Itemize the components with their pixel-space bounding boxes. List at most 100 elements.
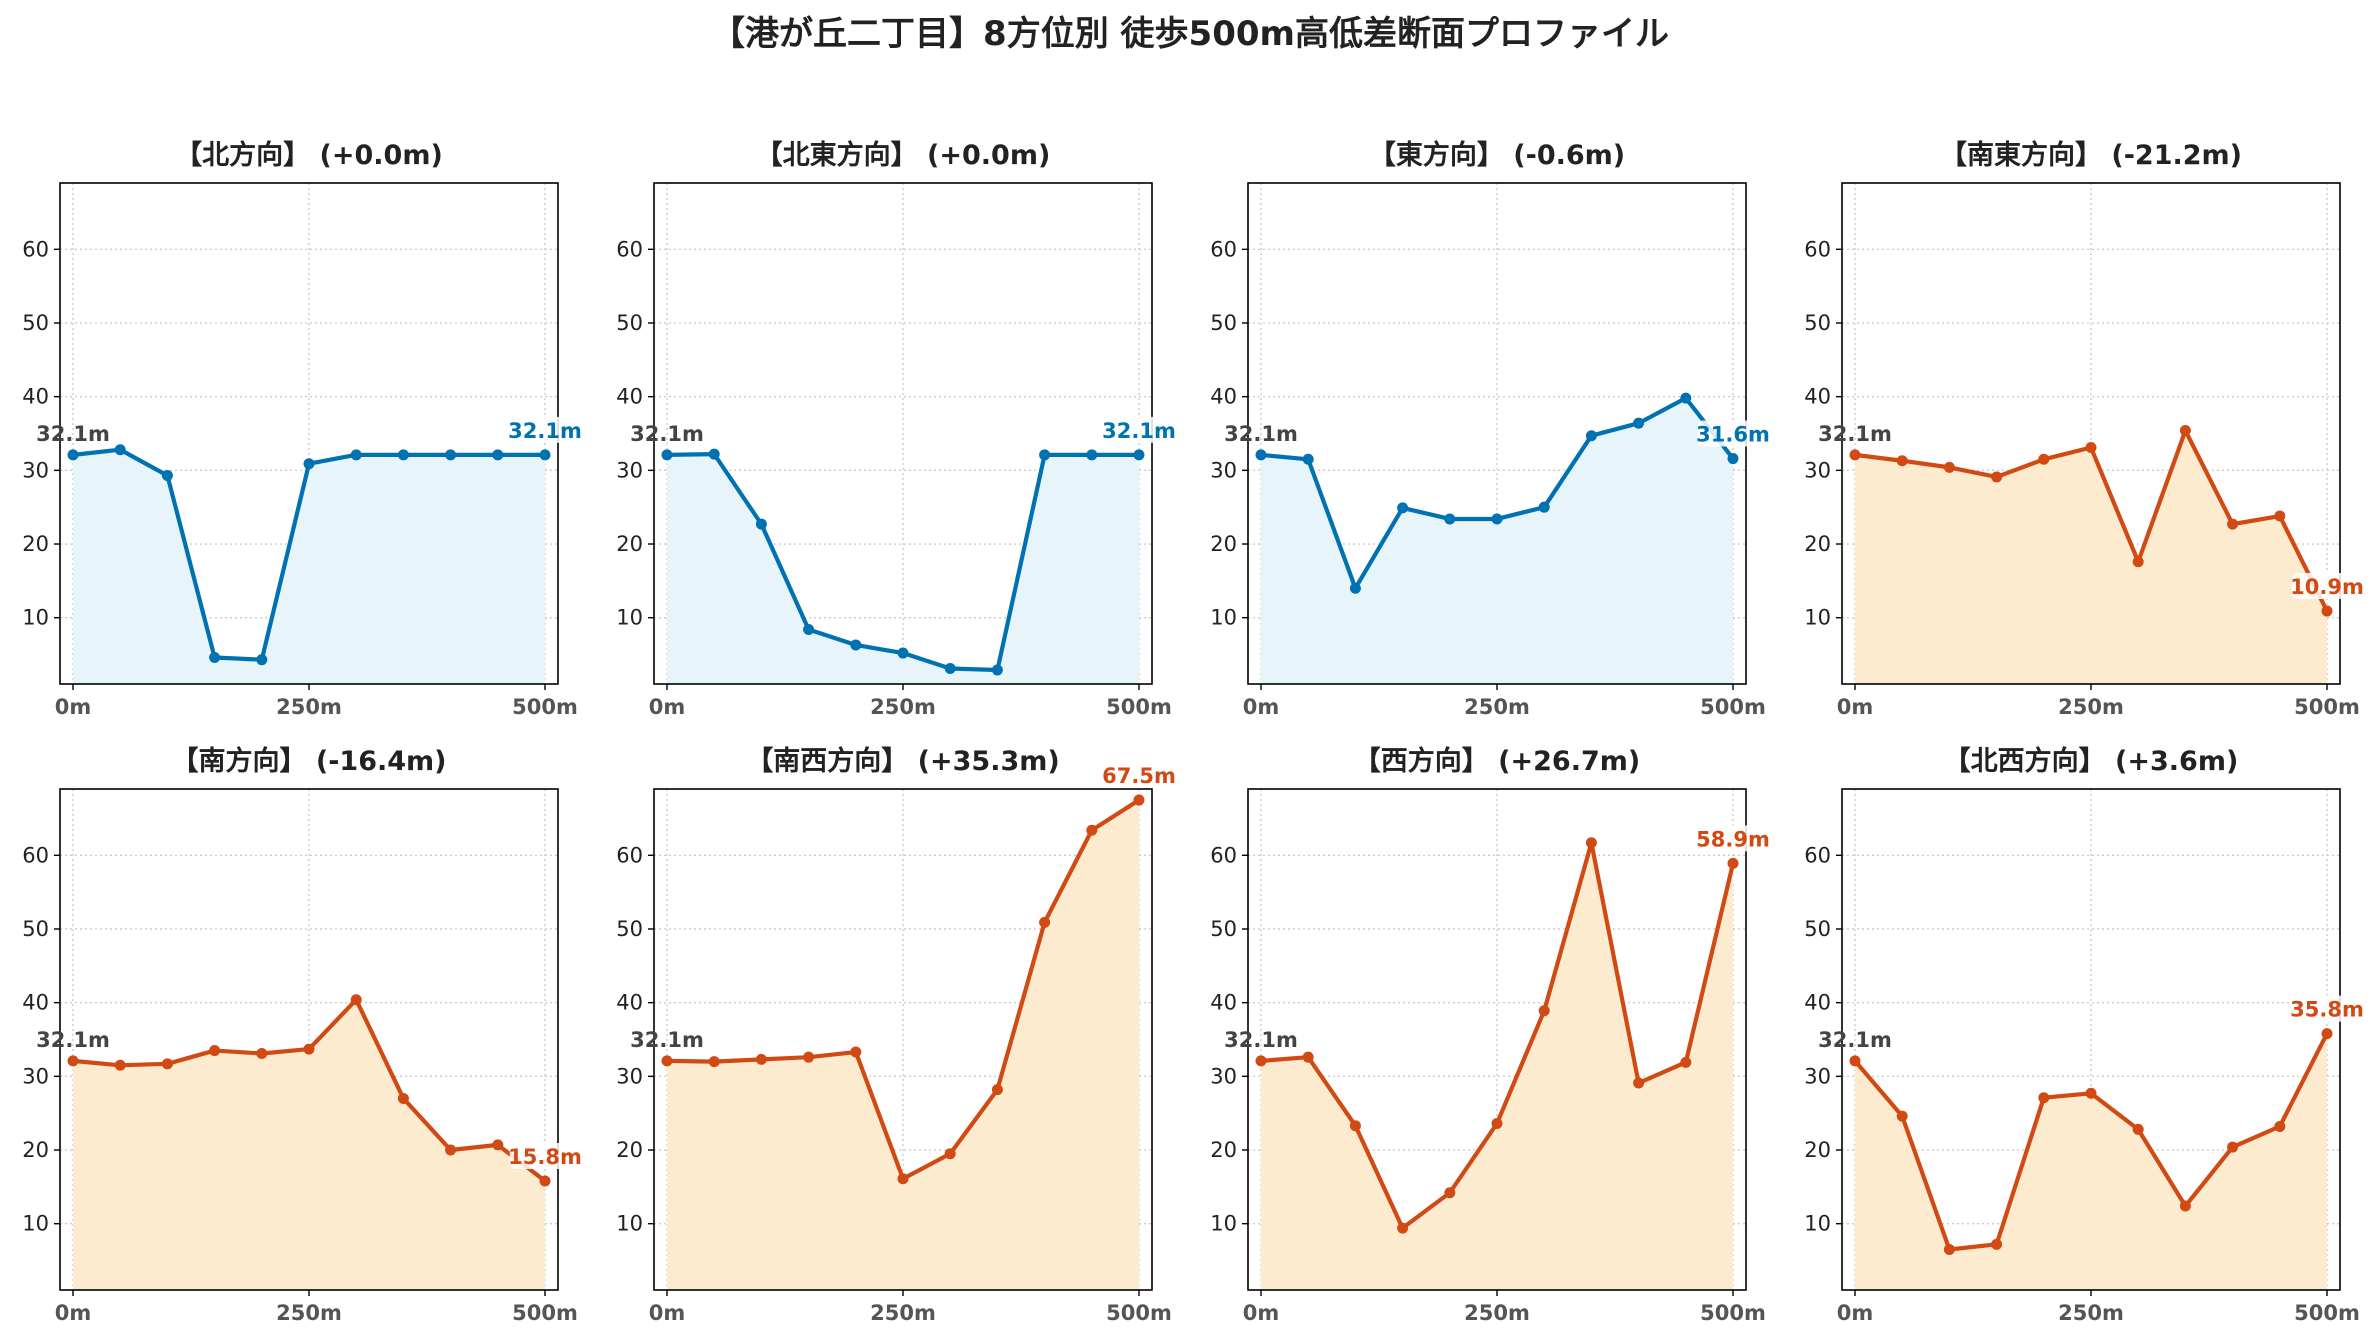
x-tick-label: 500m <box>1106 695 1172 719</box>
data-point <box>897 647 909 659</box>
y-tick-label: 20 <box>1804 1138 1831 1162</box>
x-tick-label: 500m <box>512 1301 578 1325</box>
data-point <box>2179 1200 2191 1212</box>
x-tick-label: 500m <box>1700 695 1766 719</box>
y-tick-label: 30 <box>22 1064 49 1088</box>
data-point <box>2085 1087 2097 1099</box>
data-point <box>1349 582 1361 594</box>
data-point <box>209 1045 221 1057</box>
data-point <box>2227 518 2239 530</box>
data-point <box>1133 449 1145 461</box>
data-point <box>539 449 551 461</box>
subplot-4: 【南東方向】 (-21.2m) 10 20 30 40 50 60 0m 250m 500m 32.… <box>1804 139 2364 719</box>
x-tick-label: 0m <box>55 1301 92 1325</box>
y-tick-label: 60 <box>616 843 643 867</box>
data-point <box>1585 837 1597 849</box>
area-fill <box>667 800 1139 1290</box>
start-elevation-label: 32.1m <box>36 422 110 446</box>
y-tick-label: 10 <box>616 606 643 630</box>
data-point <box>256 654 268 666</box>
y-tick-label: 60 <box>1210 843 1237 867</box>
data-point <box>2321 605 2333 617</box>
y-tick-label: 10 <box>1210 1212 1237 1236</box>
y-tick-label: 10 <box>22 1212 49 1236</box>
y-tick-label: 30 <box>616 1064 643 1088</box>
data-point <box>256 1047 268 1059</box>
y-tick-label: 50 <box>1210 917 1237 941</box>
data-point <box>350 449 362 461</box>
data-point <box>1680 1056 1692 1068</box>
data-point <box>67 449 79 461</box>
data-point <box>2132 556 2144 568</box>
data-point <box>114 444 126 456</box>
data-point <box>209 651 221 663</box>
data-point <box>1491 513 1503 525</box>
y-tick-label: 50 <box>22 311 49 335</box>
y-tick-label: 10 <box>1804 1212 1831 1236</box>
y-tick-label: 20 <box>22 1138 49 1162</box>
y-tick-label: 40 <box>22 385 49 409</box>
area-fill <box>1261 398 1733 684</box>
end-elevation-label: 15.8m <box>508 1145 582 1169</box>
y-tick-label: 40 <box>22 991 49 1015</box>
subplot-title: 【東方向】 (-0.6m) <box>1369 139 1625 171</box>
data-point <box>1255 1055 1267 1067</box>
data-point <box>2227 1141 2239 1153</box>
y-tick-label: 40 <box>1210 991 1237 1015</box>
y-tick-label: 60 <box>1804 237 1831 261</box>
end-elevation-label: 32.1m <box>508 419 582 443</box>
y-tick-label: 40 <box>1210 385 1237 409</box>
end-label-background <box>1697 420 1769 447</box>
subplot-8: 【北西方向】 (+3.6m) 10 20 30 40 50 60 0m 250m 500m 32.1… <box>1804 745 2364 1325</box>
data-point <box>303 1043 315 1055</box>
start-elevation-label: 32.1m <box>1224 422 1298 446</box>
data-point <box>708 448 720 460</box>
y-tick-label: 10 <box>1210 606 1237 630</box>
y-tick-label: 60 <box>616 237 643 261</box>
data-point <box>1133 794 1145 806</box>
end-elevation-label: 58.9m <box>1696 827 1770 851</box>
y-tick-label: 50 <box>616 917 643 941</box>
x-tick-label: 250m <box>2058 695 2124 719</box>
y-tick-label: 50 <box>1804 917 1831 941</box>
data-point <box>445 1144 457 1156</box>
data-point <box>897 1173 909 1185</box>
data-point <box>161 469 173 481</box>
y-tick-label: 10 <box>1804 606 1831 630</box>
y-tick-label: 50 <box>616 311 643 335</box>
data-point <box>1302 453 1314 465</box>
area-fill <box>73 999 545 1290</box>
data-point <box>2179 425 2191 437</box>
data-point <box>1991 471 2003 483</box>
data-point <box>114 1059 126 1071</box>
data-point <box>803 1051 815 1063</box>
data-point <box>1039 916 1051 928</box>
area-fill <box>1855 1033 2327 1290</box>
data-point <box>1849 449 1861 461</box>
subplot-title: 【西方向】 (+26.7m) <box>1354 745 1640 777</box>
x-tick-label: 0m <box>649 695 686 719</box>
start-elevation-label: 32.1m <box>630 422 704 446</box>
start-elevation-label: 32.1m <box>36 1028 110 1052</box>
y-tick-label: 30 <box>1210 1064 1237 1088</box>
data-point <box>1444 513 1456 525</box>
data-point <box>2038 1092 2050 1104</box>
data-point <box>1943 461 1955 473</box>
subplot-6: 【南西方向】 (+35.3m) 10 20 30 40 50 60 0m 250m 500m 32.… <box>616 745 1176 1325</box>
y-tick-label: 40 <box>616 385 643 409</box>
x-tick-label: 0m <box>55 695 92 719</box>
data-point <box>1680 392 1692 404</box>
data-point <box>850 1046 862 1058</box>
x-tick-label: 250m <box>870 1301 936 1325</box>
subplot-3: 【東方向】 (-0.6m) 10 20 30 40 50 60 0m 250m 500m 32.1m… <box>1210 139 1770 719</box>
data-point <box>1039 449 1051 461</box>
data-point <box>67 1055 79 1067</box>
data-point <box>1538 501 1550 513</box>
y-tick-label: 50 <box>1210 311 1237 335</box>
subplot-7: 【西方向】 (+26.7m) 10 20 30 40 50 60 0m 250m 500m 32.1… <box>1210 745 1770 1325</box>
subplot-title: 【北方向】 (+0.0m) <box>175 139 443 171</box>
x-tick-label: 0m <box>1243 695 1280 719</box>
data-point <box>1538 1005 1550 1017</box>
data-point <box>161 1058 173 1070</box>
